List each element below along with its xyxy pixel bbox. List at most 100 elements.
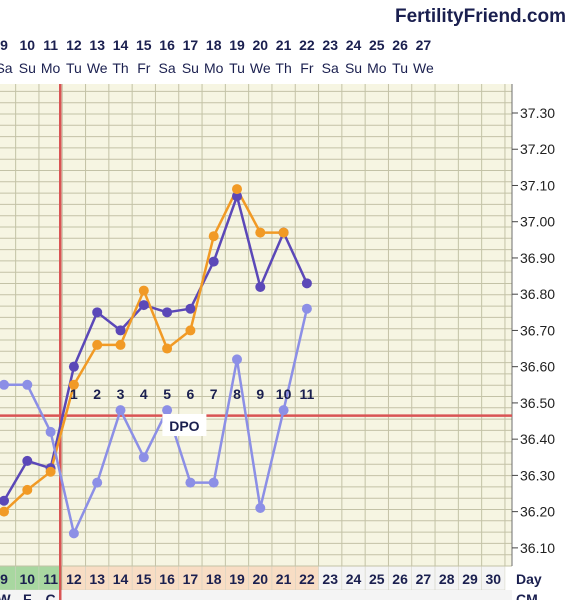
- date-number: 11: [43, 37, 58, 53]
- bottom-row-partial-label: W: [0, 591, 11, 600]
- dpo-number: 5: [163, 386, 171, 402]
- date-number: 10: [20, 37, 36, 53]
- dpo-number: 7: [210, 386, 218, 402]
- cycle-day-label: 11: [43, 571, 58, 587]
- y-tick-label: 36.90: [520, 250, 555, 266]
- dpo-number: 2: [93, 386, 101, 402]
- dpo-number: 1: [70, 386, 78, 402]
- cycle-day-label: 27: [416, 571, 432, 587]
- cycle-day-label: 24: [346, 571, 362, 587]
- y-tick-label: 36.70: [520, 322, 555, 338]
- dpo-number: 9: [256, 386, 264, 402]
- data-point: [208, 256, 219, 267]
- weekday-label: Mo: [41, 60, 61, 76]
- dpo-label-box: [162, 414, 207, 436]
- axis-labels: 36.10 36.20 36.30 36.40 36.50 36.60 36.70 36.80…: [0, 37, 555, 600]
- data-point: [301, 278, 312, 289]
- weekday-label: Tu: [229, 60, 245, 76]
- brand-logo[interactable]: FertilityFriend.com: [395, 6, 566, 27]
- cycle-day-label: 28: [439, 571, 455, 587]
- data-point: [22, 484, 33, 495]
- data-point: [255, 281, 266, 292]
- data-point: [162, 405, 173, 416]
- cycle-day-label: 15: [136, 571, 152, 587]
- weekday-label: Su: [182, 60, 199, 76]
- date-number: 19: [229, 37, 245, 53]
- data-point: [115, 405, 126, 416]
- cycle-day-label: 30: [486, 571, 502, 587]
- weekday-label: Mo: [367, 60, 387, 76]
- data-point: [115, 339, 126, 350]
- weekday-label: Mo: [204, 60, 224, 76]
- weekday-label: We: [87, 60, 108, 76]
- cycle-day-label: 19: [229, 571, 245, 587]
- data-point: [92, 477, 103, 488]
- cycle-day-axis-label: Day: [516, 571, 542, 587]
- data-point: [255, 503, 266, 514]
- data-point: [232, 184, 242, 195]
- date-number: 13: [89, 37, 105, 53]
- bottom-right-partial-label: CM: [516, 591, 538, 600]
- weekday-label: Sa: [159, 60, 176, 76]
- date-number: 18: [206, 37, 222, 53]
- weekday-label: Fr: [300, 60, 314, 76]
- y-tick-label: 37.30: [520, 105, 555, 121]
- date-number: 21: [276, 37, 292, 53]
- data-point: [22, 455, 33, 466]
- weekday-label: Th: [112, 60, 128, 76]
- data-point: [208, 477, 219, 488]
- data-point: [22, 379, 33, 390]
- cycle-day-label: 9: [0, 571, 8, 587]
- cycle-day-label: 23: [322, 571, 338, 587]
- data-point: [68, 361, 79, 372]
- cycle-day-label: 12: [66, 571, 82, 587]
- cycle-day-label: 17: [183, 571, 199, 587]
- cycle-day-label: 21: [276, 571, 292, 587]
- weekday-label: Th: [275, 60, 291, 76]
- data-point: [278, 227, 289, 238]
- date-number: 17: [183, 37, 199, 53]
- y-tick-label: 37.00: [520, 214, 555, 230]
- y-tick-label: 36.30: [520, 467, 555, 483]
- y-tick-label: 36.10: [520, 540, 555, 556]
- weekday-label: Su: [19, 60, 36, 76]
- data-point: [45, 426, 56, 437]
- date-number: 25: [369, 37, 385, 53]
- y-tick-label: 36.40: [520, 431, 555, 447]
- weekday-label: Fr: [137, 60, 151, 76]
- data-point: [115, 325, 126, 336]
- series-line: [4, 308, 309, 535]
- date-number: 26: [392, 37, 408, 53]
- date-number: 12: [66, 37, 82, 53]
- grid: [0, 84, 518, 567]
- weekday-label: Sa: [0, 60, 13, 76]
- dpo-number: 4: [140, 386, 148, 402]
- dpo-number: 10: [276, 386, 292, 402]
- date-number: 22: [299, 37, 315, 53]
- data-point: [301, 303, 312, 314]
- weekday-label: Su: [345, 60, 362, 76]
- date-number: 9: [0, 37, 8, 53]
- cycle-day-label: 16: [159, 571, 175, 587]
- data-point: [255, 227, 266, 238]
- data-point: [162, 307, 173, 318]
- data-point: [232, 191, 242, 202]
- cycle-day-label: 25: [369, 571, 385, 587]
- dpo-number: 8: [233, 386, 241, 402]
- cycle-day-label: 29: [462, 571, 478, 587]
- y-tick-label: 36.20: [520, 504, 555, 520]
- data-point: [278, 405, 289, 416]
- bottom-row-partial-label: F: [23, 591, 32, 600]
- y-tick-label: 36.80: [520, 286, 555, 302]
- date-number: 23: [322, 37, 338, 53]
- data-point: [138, 452, 149, 463]
- data-point: [68, 528, 79, 539]
- data-point: [185, 325, 196, 336]
- y-tick-label: 36.50: [520, 395, 555, 411]
- cycle-day-label: 14: [113, 571, 129, 587]
- y-tick-label: 37.10: [520, 177, 555, 193]
- date-number: 20: [253, 37, 269, 53]
- dpo-number: 11: [299, 386, 314, 402]
- bottom-row-partial-label: C: [46, 591, 56, 600]
